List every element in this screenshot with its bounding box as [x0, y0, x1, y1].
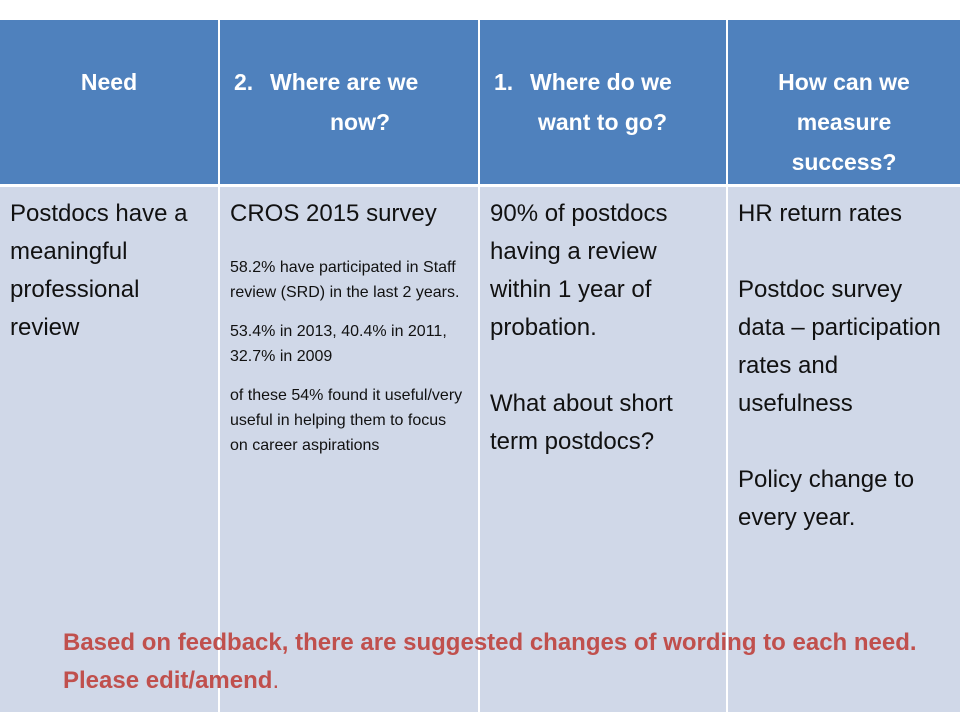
- survey-usefulness-text: of these 54% found it useful/very useful…: [230, 387, 463, 454]
- header-need-label: Need: [80, 69, 138, 95]
- header-measure-success-label: How can we measure success?: [778, 69, 910, 175]
- header-where-go: 1. Where do we want to go?: [480, 20, 728, 184]
- header-where-now-line2: now?: [330, 109, 391, 135]
- assessment-table: Need 2. Where are we now? 1. Where do we wan…: [0, 20, 960, 712]
- survey-participation-text: 58.2% have participated in Staff review …: [230, 259, 460, 301]
- survey-history-text: 53.4% in 2013, 40.4% in 2011, 32.7% in 2…: [230, 323, 447, 365]
- feedback-note: Based on feedback, there are suggested c…: [63, 624, 923, 700]
- cell-measure: HR return rates Postdoc survey data – pa…: [728, 184, 960, 712]
- header-where-now: 2. Where are we now?: [220, 20, 480, 184]
- header-where-go-line2: want to go?: [538, 109, 668, 135]
- survey-title: CROS 2015 survey: [230, 200, 437, 227]
- goal-text: 90% of postdocs having a review within 1…: [490, 200, 668, 341]
- cell-where-now: CROS 2015 survey 58.2% have participated…: [220, 184, 480, 712]
- measure-hr-text: HR return rates: [738, 200, 903, 227]
- header-measure-success: How can we measure success?: [728, 20, 960, 184]
- cell-need: Postdocs have a meaningful professional …: [0, 184, 220, 712]
- measure-policy-text: Policy change to every year.: [738, 466, 915, 531]
- cell-where-go: 90% of postdocs having a review within 1…: [480, 184, 728, 712]
- measure-survey-text: Postdoc survey data – participation rate…: [738, 276, 941, 417]
- need-text: Postdocs have a meaningful professional …: [10, 200, 188, 341]
- header-where-go-number: 1.: [494, 69, 514, 95]
- feedback-note-period: .: [272, 667, 280, 694]
- header-where-now-line1: Where are we: [270, 69, 419, 95]
- feedback-note-text: Based on feedback, there are suggested c…: [63, 629, 917, 694]
- header-need: Need: [0, 20, 220, 184]
- header-where-go-line1: Where do we: [530, 69, 672, 95]
- header-where-now-number: 2.: [234, 69, 254, 95]
- goal-question-text: What about short term postdocs?: [490, 390, 673, 455]
